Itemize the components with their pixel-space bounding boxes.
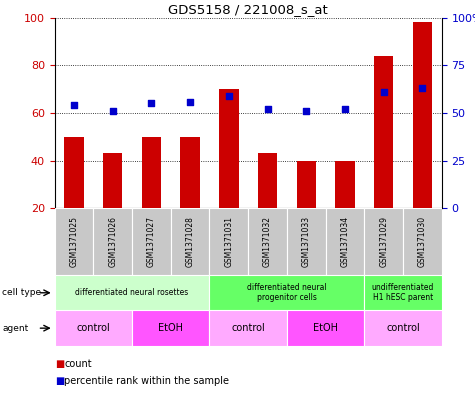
Text: control: control bbox=[231, 323, 265, 333]
Text: GSM1371031: GSM1371031 bbox=[224, 216, 233, 267]
Bar bbox=[413, 22, 432, 208]
Text: differentiated neural
progenitor cells: differentiated neural progenitor cells bbox=[247, 283, 327, 303]
Text: EtOH: EtOH bbox=[158, 323, 183, 333]
Bar bbox=[180, 137, 200, 208]
Bar bbox=[335, 161, 355, 208]
Bar bbox=[287, 208, 326, 275]
Text: ■: ■ bbox=[55, 358, 64, 369]
Text: GSM1371026: GSM1371026 bbox=[108, 216, 117, 267]
Bar bbox=[403, 208, 442, 275]
Point bbox=[109, 108, 116, 114]
Text: percentile rank within the sample: percentile rank within the sample bbox=[64, 376, 229, 386]
Bar bbox=[103, 154, 123, 208]
Text: GSM1371034: GSM1371034 bbox=[341, 216, 350, 267]
Bar bbox=[326, 208, 364, 275]
Bar bbox=[248, 208, 287, 275]
Bar bbox=[364, 310, 442, 346]
Bar bbox=[364, 208, 403, 275]
Point bbox=[264, 106, 271, 112]
Bar bbox=[374, 56, 393, 208]
Text: undifferentiated
H1 hESC parent: undifferentiated H1 hESC parent bbox=[372, 283, 434, 303]
Point bbox=[148, 100, 155, 107]
Bar bbox=[209, 208, 248, 275]
Text: GSM1371033: GSM1371033 bbox=[302, 216, 311, 267]
Text: ■: ■ bbox=[55, 376, 64, 386]
Bar bbox=[296, 161, 316, 208]
Bar bbox=[55, 275, 209, 310]
Title: GDS5158 / 221008_s_at: GDS5158 / 221008_s_at bbox=[168, 4, 328, 17]
Text: control: control bbox=[76, 323, 110, 333]
Point bbox=[303, 108, 310, 114]
Text: GSM1371028: GSM1371028 bbox=[186, 216, 195, 267]
Bar bbox=[132, 310, 209, 346]
Point bbox=[418, 85, 426, 91]
Bar bbox=[258, 154, 277, 208]
Bar bbox=[142, 137, 161, 208]
Text: GSM1371032: GSM1371032 bbox=[263, 216, 272, 267]
Bar bbox=[287, 310, 364, 346]
Point bbox=[70, 102, 78, 108]
Bar bbox=[93, 208, 132, 275]
Bar bbox=[64, 137, 84, 208]
Bar bbox=[209, 275, 364, 310]
Text: cell type: cell type bbox=[2, 288, 41, 297]
Bar bbox=[219, 89, 238, 208]
Bar bbox=[171, 208, 209, 275]
Point bbox=[225, 93, 233, 99]
Bar bbox=[209, 310, 287, 346]
Bar bbox=[55, 310, 132, 346]
Text: control: control bbox=[386, 323, 420, 333]
Text: GSM1371030: GSM1371030 bbox=[418, 216, 427, 267]
Point bbox=[380, 89, 388, 95]
Text: GSM1371027: GSM1371027 bbox=[147, 216, 156, 267]
Text: count: count bbox=[64, 358, 92, 369]
Bar bbox=[364, 275, 442, 310]
Text: agent: agent bbox=[2, 324, 28, 332]
Bar bbox=[132, 208, 171, 275]
Bar bbox=[55, 208, 93, 275]
Point bbox=[341, 106, 349, 112]
Text: GSM1371029: GSM1371029 bbox=[379, 216, 388, 267]
Point bbox=[186, 98, 194, 105]
Text: differentiated neural rosettes: differentiated neural rosettes bbox=[76, 288, 189, 297]
Text: GSM1371025: GSM1371025 bbox=[69, 216, 78, 267]
Text: EtOH: EtOH bbox=[313, 323, 338, 333]
